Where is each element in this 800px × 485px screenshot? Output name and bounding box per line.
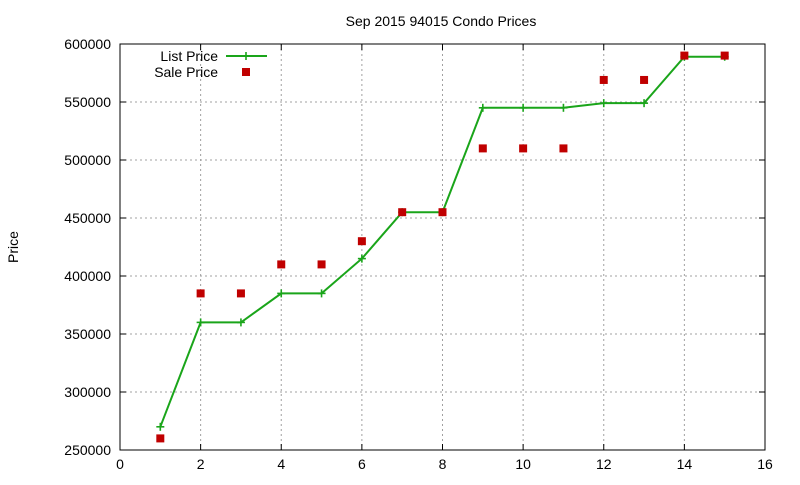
y-tick-label: 350000: [64, 326, 111, 342]
series-line: [159, 55, 725, 428]
data-point: [680, 51, 689, 60]
chart-title: Sep 2015 94015 Condo Prices: [346, 13, 537, 29]
x-tick-label: 10: [515, 456, 531, 472]
data-point: [398, 208, 407, 217]
data-point: [640, 75, 649, 84]
data-point: [519, 103, 528, 112]
data-point: [478, 103, 487, 112]
data-point: [478, 144, 487, 153]
legend-label: List Price: [160, 48, 218, 64]
data-point: [236, 318, 245, 327]
data-point: [599, 99, 608, 108]
series-sale-price: [156, 51, 729, 443]
y-tick-label: 550000: [64, 94, 111, 110]
data-point: [317, 289, 326, 298]
data-point: [720, 51, 729, 60]
data-point: [317, 260, 326, 269]
data-point: [156, 422, 165, 431]
x-tick-label: 16: [757, 456, 773, 472]
data-point: [196, 289, 205, 298]
y-tick-label: 500000: [64, 152, 111, 168]
tick-layer: 0 2 4 6 8 10 12 14 16 250000 300000 350000 400000 450…: [64, 36, 773, 472]
y-tick-label: 250000: [64, 442, 111, 458]
legend-label: Sale Price: [154, 64, 218, 80]
x-tick-label: 8: [439, 456, 447, 472]
y-tick-label: 400000: [64, 268, 111, 284]
data-point: [559, 144, 568, 153]
x-tick-label: 0: [116, 456, 124, 472]
data-point: [599, 75, 608, 84]
x-tick-label: 2: [197, 456, 205, 472]
data-point: [640, 99, 649, 108]
x-tick-label: 12: [596, 456, 612, 472]
data-point: [357, 237, 366, 246]
data-point: [156, 434, 165, 443]
data-point: [236, 289, 245, 298]
data-point: [196, 318, 205, 327]
data-point: [277, 260, 286, 269]
grid-layer: [120, 44, 765, 450]
data-point: [438, 208, 447, 217]
y-tick-label: 600000: [64, 36, 111, 52]
data-point: [559, 103, 568, 112]
legend-marker: [242, 52, 250, 60]
x-tick-label: 14: [677, 456, 693, 472]
data-point: [357, 254, 366, 263]
y-tick-label: 450000: [64, 210, 111, 226]
y-axis-label: Price: [5, 231, 21, 263]
data-point: [277, 289, 286, 298]
y-tick-label: 300000: [64, 384, 111, 400]
legend-marker: [242, 68, 250, 76]
data-point: [519, 144, 528, 153]
x-tick-label: 6: [358, 456, 366, 472]
x-tick-label: 4: [277, 456, 285, 472]
series-layer: [156, 51, 729, 443]
